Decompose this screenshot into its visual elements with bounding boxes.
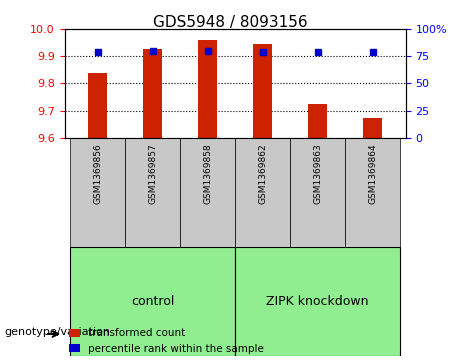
Text: GSM1369857: GSM1369857 xyxy=(148,143,157,204)
FancyBboxPatch shape xyxy=(235,138,290,247)
FancyBboxPatch shape xyxy=(345,138,400,247)
Text: GSM1369856: GSM1369856 xyxy=(93,143,102,204)
FancyBboxPatch shape xyxy=(70,247,235,356)
FancyBboxPatch shape xyxy=(235,247,400,356)
Text: genotype/variation: genotype/variation xyxy=(5,327,111,337)
Bar xyxy=(198,40,217,138)
Text: GSM1369864: GSM1369864 xyxy=(368,143,377,204)
Text: GSM1369858: GSM1369858 xyxy=(203,143,212,204)
Bar xyxy=(308,104,327,138)
Text: GDS5948 / 8093156: GDS5948 / 8093156 xyxy=(153,15,308,29)
Bar xyxy=(143,49,162,138)
FancyBboxPatch shape xyxy=(125,138,180,247)
Text: GSM1369863: GSM1369863 xyxy=(313,143,322,204)
Bar xyxy=(363,118,382,138)
Text: GSM1369862: GSM1369862 xyxy=(258,143,267,204)
FancyBboxPatch shape xyxy=(70,138,125,247)
FancyBboxPatch shape xyxy=(180,138,235,247)
Legend: transformed count, percentile rank within the sample: transformed count, percentile rank withi… xyxy=(65,324,268,358)
Text: ZIPK knockdown: ZIPK knockdown xyxy=(266,295,369,308)
Text: control: control xyxy=(131,295,174,308)
Bar xyxy=(253,44,272,138)
FancyBboxPatch shape xyxy=(290,138,345,247)
Bar xyxy=(88,73,107,138)
